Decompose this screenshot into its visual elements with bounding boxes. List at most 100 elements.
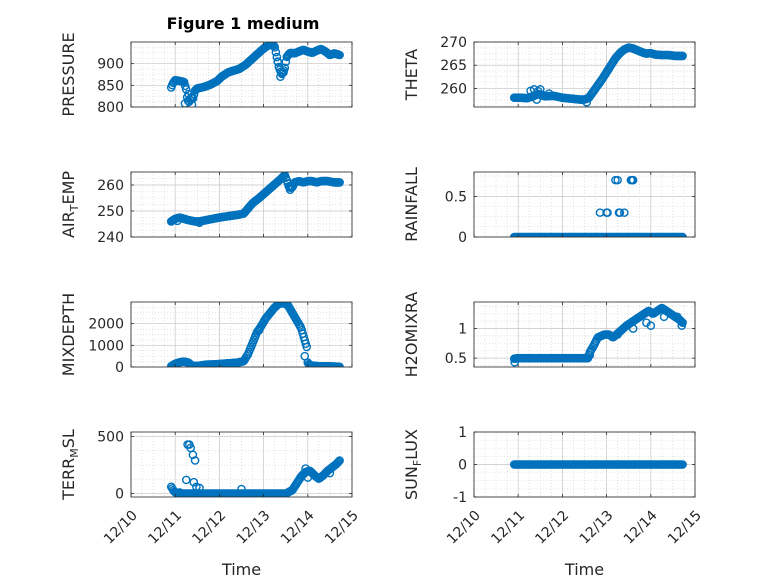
y-tick-label: 1000 <box>88 338 124 354</box>
x-tick-label: 12/11 <box>145 508 185 548</box>
data-point <box>585 350 595 360</box>
y-tick-label: 250 <box>97 204 124 220</box>
data-point <box>273 57 283 66</box>
data-point <box>181 475 191 485</box>
axes-box <box>130 171 353 238</box>
data-point <box>615 208 625 217</box>
data-point <box>180 81 190 91</box>
y-tick-label: 500 <box>97 430 124 446</box>
y-tick-label: 0 <box>458 458 467 474</box>
data-point <box>582 98 592 107</box>
subplot-h2omixra: 0.5 1 H2OMIXRA <box>402 292 696 378</box>
y-axis-label: SUNFLUX <box>402 429 424 500</box>
data-point <box>532 95 542 104</box>
data-point <box>325 468 335 478</box>
data-point <box>536 85 545 94</box>
x-tick-label: 12/13 <box>234 508 274 548</box>
x-tick-label: 12/13 <box>577 508 617 548</box>
y-tick-label: 270 <box>440 35 467 51</box>
data-point <box>279 68 288 77</box>
data-point <box>673 312 682 322</box>
data-point <box>544 89 554 98</box>
subplot-air-temp: 240 250 260 AIRTEMP <box>59 171 353 246</box>
y-tick-label: 240 <box>97 230 124 246</box>
axes-box <box>130 431 353 498</box>
data-point <box>678 51 687 61</box>
subplot-mixdepth: 0 1000 2000 MIXDEPTH <box>59 293 353 376</box>
y-tick-label: 0 <box>458 230 467 246</box>
y-axis-label: AIRTEMP <box>59 171 81 238</box>
subplot-sun-flux: -1 0 1 SUNFLUX 12/10 12/11 12/12 12/13 12/14 12/1… <box>402 425 705 579</box>
subplot-rainfall: 0 0.5 RAINFALL <box>402 167 696 246</box>
y-tick-label: 1 <box>458 322 467 338</box>
subplot-pressure: 800 850 900 PRESSURE <box>59 32 353 117</box>
x-tick-label: 12/10 <box>101 508 141 548</box>
x-tick-label: 12/12 <box>189 508 229 548</box>
y-tick-label: 900 <box>97 57 124 73</box>
x-tick-label: 12/11 <box>488 508 528 548</box>
data-point <box>333 458 342 468</box>
data-point <box>171 360 181 367</box>
y-tick-label: 260 <box>97 178 124 194</box>
data-point <box>628 175 638 185</box>
data-point <box>646 321 656 330</box>
data-point <box>613 175 622 185</box>
axes-box <box>473 41 696 108</box>
x-tick-label: 12/12 <box>532 508 572 548</box>
data-series <box>166 42 344 107</box>
data-point <box>301 464 310 473</box>
y-tick-label: 850 <box>97 78 124 94</box>
data-point <box>335 456 344 465</box>
data-point <box>195 483 204 493</box>
data-point <box>195 218 204 227</box>
y-axis-label: THETA <box>402 49 421 101</box>
subplot-terr-msl: 0 500 TERRMSL 12/10 12/11 12/12 12/13 12/14 12/1… <box>59 429 362 579</box>
data-series <box>166 172 344 227</box>
data-point <box>175 488 184 497</box>
data-point <box>237 484 246 494</box>
data-point <box>184 89 193 99</box>
data-point <box>303 473 313 482</box>
data-point <box>188 450 198 460</box>
y-axis-label: H2OMIXRA <box>402 292 421 378</box>
y-tick-label: -1 <box>453 490 467 506</box>
axes-box <box>130 301 353 368</box>
y-axis-label: TERRMSL <box>59 429 81 501</box>
x-tick-label: 12/14 <box>621 508 661 548</box>
data-series <box>166 440 344 497</box>
data-point <box>677 317 686 327</box>
data-point <box>173 216 182 226</box>
y-tick-label: 800 <box>97 100 124 116</box>
data-point <box>334 457 343 466</box>
figure-title: Figure 1 medium <box>167 14 320 33</box>
data-point <box>189 477 199 487</box>
y-tick-label: 0.5 <box>445 351 467 367</box>
data-point <box>272 52 282 62</box>
data-point <box>510 357 519 367</box>
data-point <box>677 321 687 330</box>
data-point <box>271 47 281 57</box>
x-tick-label: 12/14 <box>278 508 318 548</box>
data-point <box>529 85 539 94</box>
data-point <box>659 312 669 322</box>
data-series <box>509 43 687 107</box>
axes-box <box>473 171 696 238</box>
y-tick-label: 265 <box>440 58 467 74</box>
y-tick-label: 0.5 <box>445 189 467 205</box>
data-point <box>302 342 312 352</box>
x-tick-label: 12/15 <box>665 508 705 548</box>
data-point <box>628 324 638 333</box>
data-point <box>270 43 280 52</box>
y-tick-label: 2000 <box>88 317 124 333</box>
data-point <box>603 208 612 217</box>
data-point <box>619 208 629 217</box>
data-point <box>300 351 310 361</box>
data-point <box>613 330 622 339</box>
y-axis-label: RAINFALL <box>402 167 421 242</box>
data-point <box>335 178 344 187</box>
data-point <box>285 185 295 194</box>
x-axis-label: Time <box>221 560 261 579</box>
x-tick-label: 12/10 <box>444 508 484 548</box>
y-tick-label: 0 <box>115 487 124 503</box>
axes-box <box>473 301 696 368</box>
